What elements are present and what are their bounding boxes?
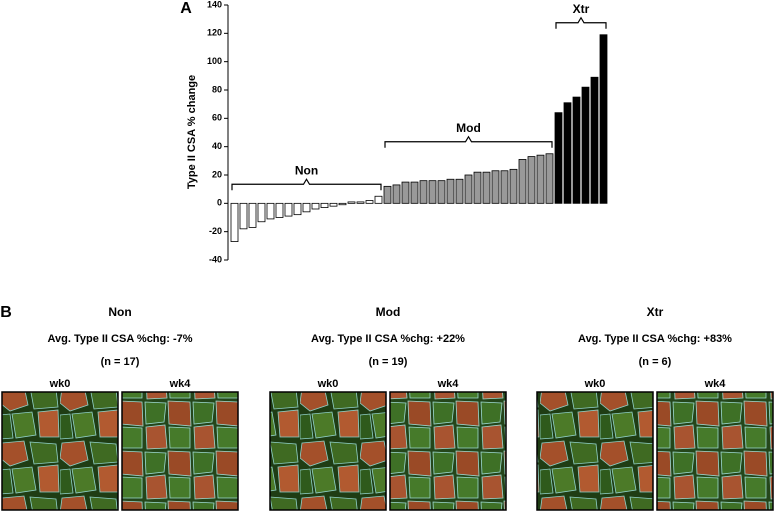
bar [329,202,338,207]
panel-label: A [180,0,192,17]
y-tick-label: -20 [209,226,222,236]
bar [239,202,248,230]
y-tick-label: 0 [217,198,222,208]
y-tick-label: 140 [207,0,222,9]
bar [266,202,275,220]
bar [284,202,293,217]
y-tick-label: 80 [212,84,222,94]
bar [599,34,608,204]
bar [572,96,581,204]
group-bracket [231,178,382,191]
group-title: Xtr [647,305,664,319]
bar [320,202,329,208]
panel-label: B [0,304,12,321]
bar [257,202,266,223]
bar [410,181,419,204]
image-label: wk4 [169,378,192,390]
bar [491,170,500,204]
bar [428,180,437,204]
group-label: Xtr [573,2,590,16]
bar [590,76,599,204]
bar [311,202,320,210]
group-n: (n = 6) [639,356,672,368]
bar [563,102,572,204]
micrograph [536,391,654,511]
bar [401,181,410,204]
y-tick-label: 40 [212,141,222,151]
micrograph [121,391,239,511]
bar [275,202,284,218]
y-tick-label: 20 [212,169,222,179]
bar [347,201,356,204]
group-n: (n = 19) [369,356,408,368]
bar [455,178,464,204]
bar [545,153,554,204]
bar [419,180,428,204]
group-label: Mod [456,121,481,135]
bar [554,112,563,204]
group-title: Mod [376,305,401,319]
group-bracket [384,135,553,148]
y-axis-label: Type II CSA % change [186,75,198,189]
y-tick-label: 100 [207,56,222,66]
image-label: wk0 [317,378,339,390]
bar [230,202,239,242]
bar [338,202,347,206]
group-n: (n = 17) [101,356,140,368]
bar [509,168,518,204]
bar [365,200,374,204]
micrograph [389,391,507,511]
y-tick-label: -40 [209,254,222,264]
group-label: Non [295,163,318,177]
y-tick-label: 120 [207,28,222,38]
micrograph [656,391,774,511]
bar [527,156,536,204]
bar [392,184,401,204]
micrograph [269,391,387,511]
image-label: wk0 [584,378,606,390]
bar [356,201,365,204]
bar [500,170,509,204]
bar [302,202,311,213]
image-label: wk0 [49,378,71,390]
image-label: wk4 [437,378,460,390]
bar [446,178,455,204]
micrograph [1,391,119,511]
bar [374,195,383,204]
bar [248,202,257,228]
bar [383,185,392,204]
bar [482,171,491,204]
group-bracket [555,16,607,29]
y-tick-label: 60 [212,113,222,123]
bar [293,202,302,216]
bar [581,86,590,204]
bar [473,171,482,204]
bar [536,154,545,204]
group-summary: Avg. Type II CSA %chg: +22% [311,333,465,345]
bar [464,174,473,204]
group-title: Non [108,305,131,319]
group-summary: Avg. Type II CSA %chg: -7% [47,333,192,345]
group-summary: Avg. Type II CSA %chg: +83% [578,333,732,345]
bar [437,180,446,204]
bar [518,159,527,204]
image-label: wk4 [704,378,727,390]
